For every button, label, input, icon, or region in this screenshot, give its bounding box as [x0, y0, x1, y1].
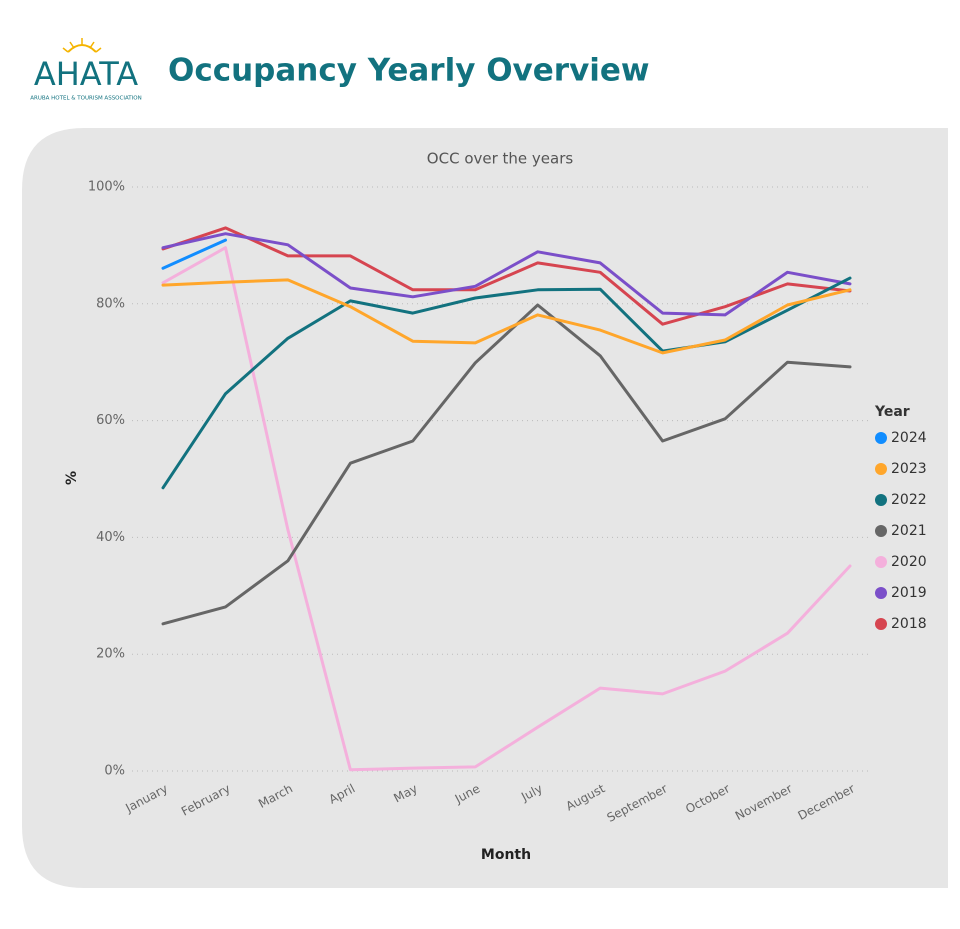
y-tick-label: 0% — [104, 764, 125, 779]
legend-marker — [875, 587, 887, 599]
series-line — [161, 246, 852, 772]
legend-marker — [875, 463, 887, 475]
legend-label: 2018 — [891, 616, 927, 632]
chart-card — [22, 128, 948, 888]
y-tick-label: 80% — [96, 296, 125, 311]
y-axis-title: % — [64, 471, 80, 485]
legend-title: Year — [874, 404, 910, 420]
legend-label: 2019 — [891, 585, 927, 601]
legend-label: 2022 — [891, 492, 927, 508]
series-line — [161, 303, 852, 626]
series-line — [161, 276, 852, 490]
legend-marker — [875, 525, 887, 537]
legend-marker — [875, 618, 887, 630]
series-line — [161, 232, 852, 317]
legend-label: 2021 — [891, 523, 927, 539]
y-tick-label: 40% — [96, 530, 125, 545]
legend-label: 2023 — [891, 461, 927, 477]
legend-marker — [875, 432, 887, 444]
legend-label: 2020 — [891, 554, 927, 570]
logo — [62, 38, 102, 53]
series-line — [161, 226, 852, 326]
legend-marker — [875, 494, 887, 506]
chart-title: OCC over the years — [427, 150, 574, 168]
logo-text: AHATA — [34, 55, 138, 93]
logo-tagline: ARUBA HOTEL & TOURISM ASSOCIATION — [30, 96, 141, 102]
y-tick-label: 100% — [88, 180, 125, 195]
page-title: Occupancy Yearly Overview — [168, 53, 650, 89]
y-tick-label: 60% — [96, 413, 125, 428]
y-tick-label: 20% — [96, 647, 125, 662]
series-line — [161, 238, 227, 270]
series-line — [161, 278, 852, 355]
legend-label: 2024 — [891, 430, 927, 446]
legend-marker — [875, 556, 887, 568]
x-axis-title: Month — [481, 847, 531, 863]
